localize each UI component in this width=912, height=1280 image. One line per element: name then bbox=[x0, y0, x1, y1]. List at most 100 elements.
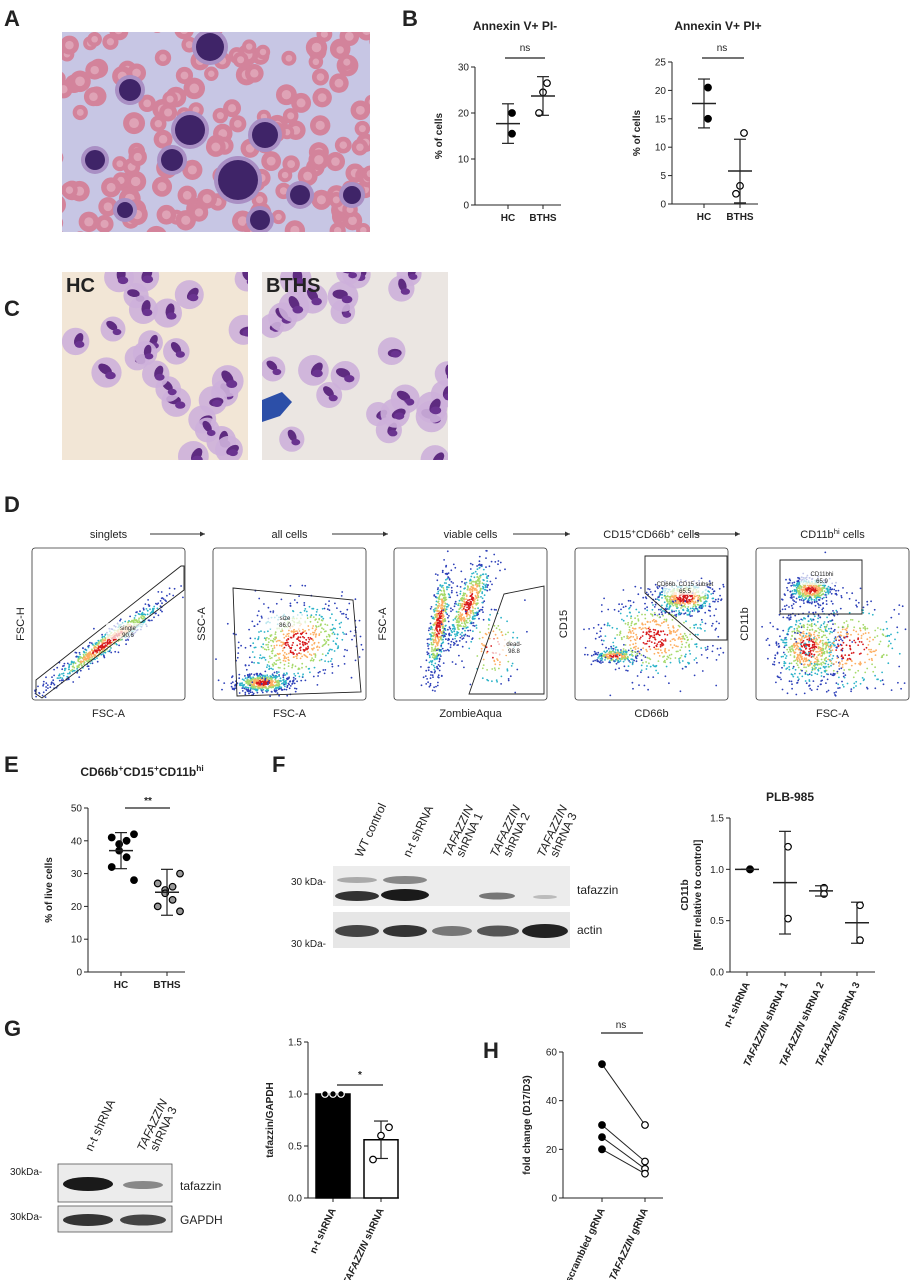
event bbox=[310, 638, 313, 640]
event bbox=[134, 614, 137, 617]
event bbox=[693, 624, 695, 627]
event bbox=[270, 667, 273, 670]
event bbox=[266, 679, 269, 681]
event bbox=[613, 608, 616, 611]
event bbox=[469, 568, 472, 570]
event bbox=[305, 647, 307, 650]
event bbox=[230, 682, 233, 685]
event bbox=[79, 657, 81, 660]
event bbox=[603, 650, 606, 653]
event bbox=[433, 624, 435, 627]
event bbox=[665, 605, 668, 608]
panel-label: A bbox=[4, 6, 20, 31]
event bbox=[704, 622, 707, 625]
event bbox=[786, 589, 789, 592]
event bbox=[311, 644, 313, 646]
event bbox=[633, 623, 636, 626]
event bbox=[660, 643, 663, 645]
event bbox=[469, 611, 472, 613]
event bbox=[118, 644, 120, 647]
event bbox=[264, 690, 267, 692]
event bbox=[685, 620, 687, 623]
nucleus bbox=[344, 375, 355, 383]
event bbox=[449, 627, 452, 630]
event bbox=[263, 603, 265, 605]
event bbox=[244, 675, 246, 677]
event bbox=[482, 587, 484, 590]
event bbox=[460, 615, 462, 618]
event bbox=[283, 672, 285, 675]
event bbox=[634, 585, 637, 588]
event bbox=[257, 682, 260, 684]
event bbox=[231, 687, 234, 690]
event bbox=[448, 578, 451, 580]
event bbox=[655, 633, 658, 636]
event bbox=[262, 684, 265, 687]
event bbox=[646, 609, 649, 612]
event bbox=[443, 582, 446, 584]
event bbox=[639, 638, 641, 640]
event bbox=[615, 662, 618, 665]
event bbox=[602, 639, 605, 642]
event bbox=[811, 601, 813, 603]
event bbox=[300, 652, 302, 655]
event bbox=[59, 676, 62, 679]
event bbox=[507, 631, 509, 634]
nucleus bbox=[218, 160, 258, 200]
event bbox=[430, 674, 432, 676]
event bbox=[441, 647, 444, 650]
event bbox=[252, 682, 255, 685]
event bbox=[49, 686, 52, 689]
event bbox=[681, 667, 684, 670]
event bbox=[687, 606, 690, 608]
event bbox=[249, 682, 251, 685]
event bbox=[642, 647, 644, 650]
event bbox=[72, 665, 75, 667]
event bbox=[284, 674, 287, 676]
event bbox=[280, 641, 283, 643]
event bbox=[481, 573, 484, 576]
event bbox=[597, 660, 600, 663]
event bbox=[476, 592, 479, 595]
event bbox=[248, 628, 251, 631]
event bbox=[267, 643, 269, 646]
event bbox=[331, 623, 334, 626]
event bbox=[693, 596, 695, 599]
event bbox=[267, 606, 270, 609]
flow-x-label: FSC-A bbox=[273, 708, 307, 720]
event bbox=[296, 644, 299, 647]
event bbox=[696, 594, 699, 597]
red-cell-center bbox=[355, 105, 365, 115]
event bbox=[604, 635, 607, 637]
event bbox=[242, 685, 244, 688]
event bbox=[278, 639, 281, 642]
event bbox=[668, 629, 671, 632]
event bbox=[305, 610, 308, 613]
event bbox=[275, 671, 278, 673]
event bbox=[614, 651, 617, 654]
event bbox=[157, 614, 160, 617]
event bbox=[436, 649, 438, 652]
event bbox=[72, 661, 75, 664]
flow-events bbox=[761, 551, 907, 697]
event bbox=[441, 601, 443, 603]
event bbox=[289, 584, 292, 587]
event bbox=[652, 636, 655, 639]
red-cell-center bbox=[343, 58, 351, 66]
event bbox=[327, 652, 329, 655]
red-cell-center bbox=[187, 165, 197, 175]
red-cell-center bbox=[216, 112, 224, 120]
event bbox=[637, 647, 640, 650]
event bbox=[678, 596, 681, 599]
event bbox=[307, 651, 309, 653]
event bbox=[498, 667, 500, 670]
event bbox=[269, 657, 272, 660]
event bbox=[353, 635, 356, 637]
event bbox=[642, 627, 644, 630]
event bbox=[180, 585, 183, 587]
event bbox=[630, 635, 632, 638]
event bbox=[359, 635, 362, 638]
event bbox=[440, 621, 442, 624]
event bbox=[625, 669, 627, 672]
event bbox=[136, 620, 139, 622]
